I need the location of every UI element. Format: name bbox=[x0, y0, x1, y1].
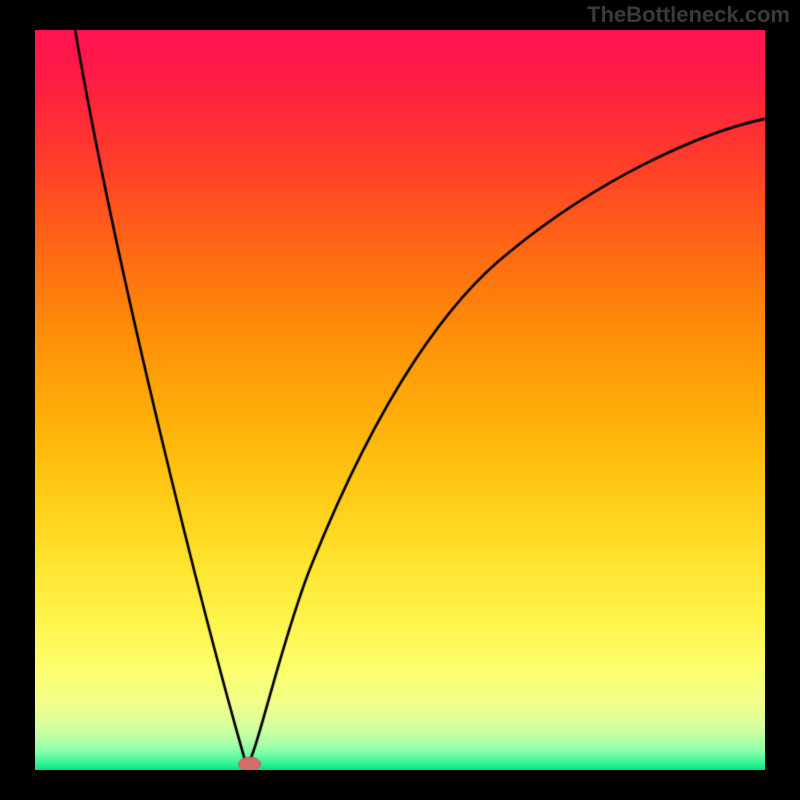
chart-frame: TheBottleneck.com bbox=[0, 0, 800, 800]
bottleneck-plot bbox=[35, 30, 765, 770]
plot-canvas bbox=[35, 30, 765, 770]
watermark-text: TheBottleneck.com bbox=[587, 2, 790, 28]
